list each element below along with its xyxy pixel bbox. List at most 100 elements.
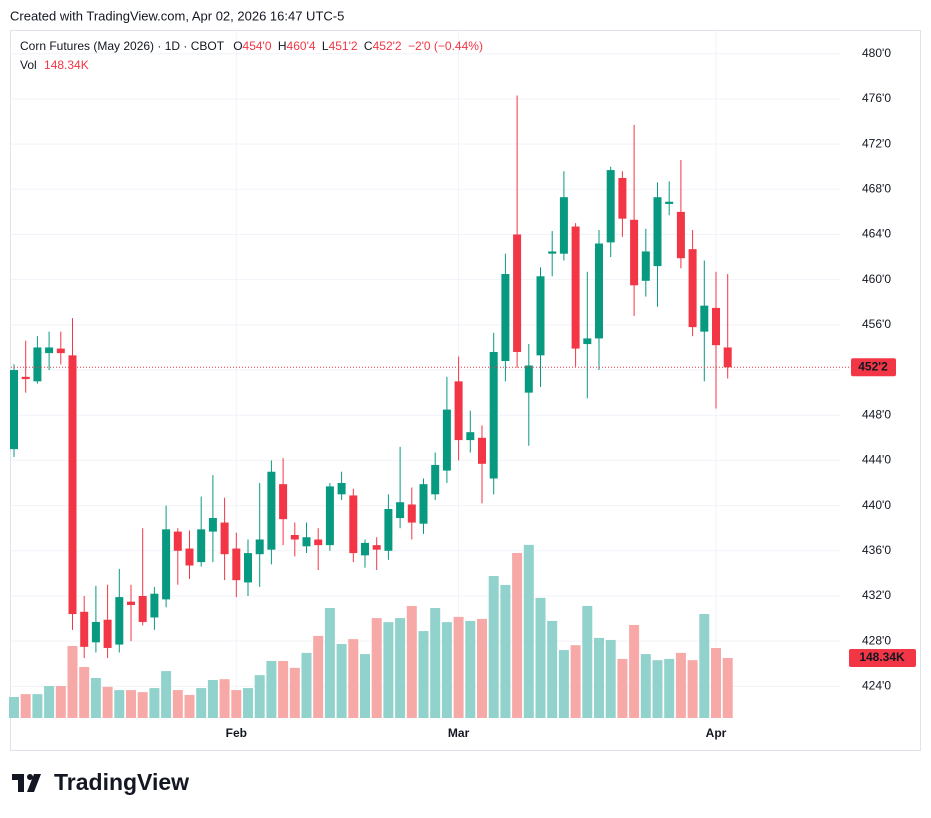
volume-bar: [664, 658, 675, 718]
candle-body: [244, 553, 252, 583]
volume-bar: [395, 618, 406, 718]
volume-value: 148.34K: [44, 58, 89, 72]
candle-body: [454, 381, 463, 441]
y-tick-label: 480'0: [862, 46, 891, 60]
volume-bar: [348, 639, 359, 718]
candle-body: [431, 464, 440, 495]
volume-bar: [383, 622, 394, 718]
candle-body: [127, 601, 135, 606]
candle-body: [442, 409, 451, 471]
legend-header: Corn Futures (May 2026) · 1D · CBOT O454…: [20, 39, 483, 53]
volume-bar: [512, 552, 523, 718]
candle-body: [700, 305, 709, 332]
volume-bar: [687, 660, 698, 718]
y-tick-label: 428'0: [862, 633, 891, 647]
y-tick-label: 432'0: [862, 588, 891, 602]
volume-bar: [371, 618, 382, 718]
y-tick-label: 456'0: [862, 317, 891, 331]
volume-bar: [55, 686, 66, 718]
volume-bar: [535, 597, 546, 718]
created-note: Created with TradingView.com, Apr 02, 20…: [10, 8, 344, 23]
volume-header: Vol 148.34K: [20, 58, 89, 72]
volume-bar: [243, 688, 253, 718]
volume-bar: [126, 690, 136, 718]
candle-body: [524, 365, 533, 393]
volume-bar: [477, 618, 487, 718]
last-volume-label: 148.34K: [859, 650, 905, 664]
candle-body: [384, 509, 393, 551]
volume-bar: [594, 637, 604, 718]
volume-bar: [570, 645, 581, 718]
candle-body: [21, 376, 30, 380]
candle-body: [665, 201, 674, 204]
y-tick-label: 436'0: [862, 543, 891, 557]
candle-body: [56, 348, 65, 354]
candle-body: [513, 234, 522, 352]
candle-body: [641, 251, 650, 281]
candle-body: [501, 274, 510, 362]
brand-name: TradingView: [54, 769, 189, 795]
candle-layer: [10, 95, 732, 659]
volume-bar: [360, 654, 370, 718]
candle-body: [396, 502, 405, 519]
volume-bar: [582, 605, 593, 718]
y-tick-label: 424'0: [862, 679, 891, 693]
ohlc-letter: C: [364, 39, 373, 53]
symbol-title: Corn Futures (May 2026) · 1D · CBOT: [20, 39, 225, 53]
candle-body: [91, 621, 100, 643]
candle-body: [80, 611, 89, 647]
candle-body: [33, 347, 42, 382]
candle-body: [255, 539, 264, 555]
volume-bar: [67, 646, 78, 718]
volume-bar: [219, 679, 230, 718]
y-tick-label: 476'0: [862, 91, 891, 105]
volume-bar: [465, 620, 476, 718]
candle-body: [138, 595, 147, 622]
candle-body: [314, 539, 323, 546]
candle-body: [232, 548, 241, 581]
volume-bar: [605, 639, 616, 718]
volume-bar: [617, 658, 628, 718]
candle-body: [688, 249, 697, 328]
candle-body: [208, 518, 217, 532]
volume-bar: [558, 650, 569, 718]
candle-body: [197, 529, 206, 563]
candle-body: [337, 483, 346, 495]
candle-body: [68, 355, 77, 615]
volume-bar: [301, 652, 312, 718]
candle-body: [653, 197, 662, 267]
candle-body: [536, 276, 545, 356]
candle-body: [325, 486, 334, 546]
volume-bar: [278, 660, 289, 718]
volume-bar: [547, 620, 558, 718]
candle-body: [302, 537, 311, 547]
candle-body: [407, 504, 416, 523]
ohlc-value: 452'2: [373, 39, 402, 53]
volume-bar: [32, 694, 43, 718]
candle-body: [115, 597, 124, 645]
candle-body: [548, 251, 557, 254]
candle-body: [220, 522, 229, 555]
label-layer: 424'0428'0432'0436'0440'0444'0448'0452'0…: [11, 46, 916, 740]
volume-bar: [722, 658, 733, 718]
volume-bar: [453, 616, 464, 718]
ohlc-value: 451'2: [329, 39, 358, 53]
candle-body: [723, 347, 732, 368]
volume-bar: [629, 624, 640, 718]
volume-bar: [254, 675, 265, 718]
x-tick-label: Apr: [706, 726, 727, 740]
volume-title: Vol: [20, 58, 37, 72]
ohlc-value: 460'4: [287, 39, 316, 53]
candle-body: [571, 226, 580, 349]
volume-bar: [652, 660, 663, 718]
candle-body: [676, 211, 685, 259]
ohlc-letter: L: [322, 39, 329, 53]
volume-bar: [231, 690, 242, 718]
volume-bar: [406, 605, 417, 718]
candle-body: [173, 531, 182, 551]
logo-dot: [27, 774, 33, 780]
candle-body: [583, 338, 592, 345]
y-tick-label: 444'0: [862, 453, 891, 467]
y-tick-label: 440'0: [862, 498, 891, 512]
